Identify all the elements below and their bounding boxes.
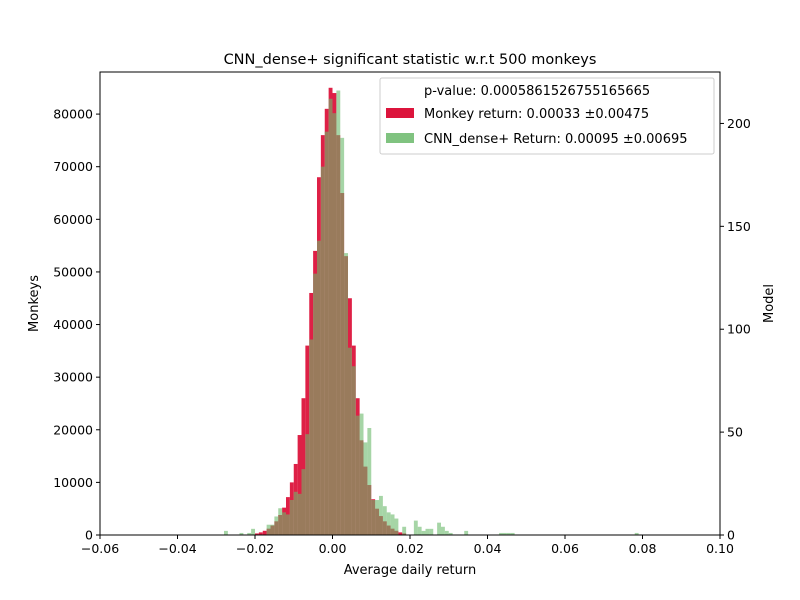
model-bar: [324, 131, 329, 536]
model-bar: [320, 166, 325, 535]
model-bar: [413, 520, 418, 535]
y-left-tick-label: 40000: [53, 317, 93, 332]
model-bar: [266, 524, 271, 535]
model-bar: [336, 90, 341, 536]
y-left-tick-label: 50000: [53, 264, 93, 279]
legend: p-value: 0.0005861526755165665 Monkey re…: [379, 77, 715, 155]
legend-entry-model: CNN_dense+ Return: 0.00095 ±0.00695: [424, 132, 688, 147]
y-left-tick-label: 80000: [53, 107, 93, 122]
model-bar: [363, 442, 368, 535]
model-bar: [499, 532, 503, 535]
model-bar: [506, 532, 511, 535]
model-bar: [313, 273, 317, 535]
y-left-tick-label: 0: [85, 528, 93, 543]
model-bar: [437, 522, 441, 535]
model-bar: [448, 532, 453, 535]
monkey-bar: [398, 532, 403, 535]
model-bar: [351, 366, 356, 535]
x-tick-label: −0.06: [81, 541, 119, 556]
model-bar: [293, 491, 298, 535]
model-bar: [421, 530, 426, 535]
model-bar: [382, 506, 387, 535]
model-bar: [503, 532, 507, 535]
x-tick-label: 0.10: [706, 541, 734, 556]
model-bar: [634, 532, 639, 535]
model-bar: [286, 514, 290, 535]
model-bar: [309, 339, 314, 535]
model-bar: [328, 98, 333, 536]
y-left-tick-label: 10000: [53, 475, 93, 490]
model-bar: [289, 500, 294, 535]
x-tick-label: 0.08: [629, 541, 657, 556]
model-bar: [305, 434, 310, 535]
x-tick-label: 0.06: [551, 541, 579, 556]
x-tick-label: −0.02: [236, 541, 274, 556]
legend-box: [379, 77, 715, 155]
y-right-tick-label: 50: [727, 425, 743, 440]
x-tick-label: −0.04: [158, 541, 196, 556]
model-bar: [441, 526, 445, 535]
model-bar: [340, 137, 345, 536]
model-bar: [239, 532, 244, 535]
model-bar: [332, 113, 337, 536]
monkey-bar: [301, 398, 306, 535]
model-bar: [390, 514, 395, 535]
model-bar: [402, 526, 407, 535]
model-bar: [367, 427, 372, 535]
model-bar: [394, 518, 399, 535]
model-bar: [375, 500, 379, 535]
model-bar: [379, 495, 383, 535]
model-bar: [317, 240, 321, 535]
model-bar: [278, 508, 283, 535]
y-axis-right: 0 50 100 150 200: [720, 116, 751, 543]
model-bar: [251, 528, 255, 535]
y-right-tick-label: 200: [727, 116, 751, 131]
x-axis: −0.06 −0.04 −0.02 0.00 0.02 0.04 0.06 0.08 0.10: [81, 535, 734, 556]
legend-entry-pvalue: p-value: 0.0005861526755165665: [424, 84, 650, 99]
chart-title: CNN_dense+ significant statistic w.r.t 5…: [224, 52, 597, 68]
monkey-bar: [262, 530, 267, 535]
model-bar: [510, 532, 515, 535]
model-bar: [429, 528, 434, 535]
x-tick-label: 0.04: [474, 541, 502, 556]
y-right-tick-label: 150: [727, 219, 751, 234]
legend-swatch-monkey: [386, 108, 414, 118]
model-bar: [371, 500, 376, 535]
legend-entry-monkey: Monkey return: 0.00033 ±0.00475: [424, 107, 649, 122]
x-tick-label: 0.02: [396, 541, 424, 556]
model-bar: [301, 469, 306, 535]
y-left-tick-label: 70000: [53, 159, 93, 174]
model-bar: [247, 532, 252, 535]
y-axis-label-right: Model: [762, 284, 777, 323]
model-bar: [425, 528, 430, 535]
model-bar: [224, 530, 228, 535]
model-bar: [386, 512, 391, 535]
y-left-tick-label: 60000: [53, 212, 93, 227]
model-bar: [464, 530, 469, 535]
model-bar: [270, 524, 275, 535]
model-bar: [344, 253, 348, 535]
y-left-tick-label: 30000: [53, 370, 93, 385]
x-axis-label: Average daily return: [344, 563, 477, 578]
y-axis-left: 0 10000 20000 30000 40000 50000 60000 70000 8000…: [53, 107, 100, 543]
y-axis-label-left: Monkeys: [27, 275, 42, 332]
y-right-tick-label: 0: [727, 528, 735, 543]
model-bar: [297, 493, 302, 535]
y-right-tick-label: 100: [727, 322, 751, 337]
model-bar: [444, 530, 449, 535]
y-left-tick-label: 20000: [53, 422, 93, 437]
model-bars: [224, 90, 639, 536]
monkey-bar: [258, 532, 263, 535]
x-tick-label: 0.00: [319, 541, 347, 556]
monkey-bar: [297, 435, 302, 535]
model-bar: [359, 413, 364, 535]
legend-swatch-model: [386, 133, 414, 143]
model-bar: [417, 526, 422, 535]
model-bar: [274, 516, 279, 535]
model-bar: [355, 415, 360, 535]
model-bar: [348, 347, 352, 535]
model-bar: [282, 512, 286, 535]
monkey-bar: [255, 533, 259, 535]
